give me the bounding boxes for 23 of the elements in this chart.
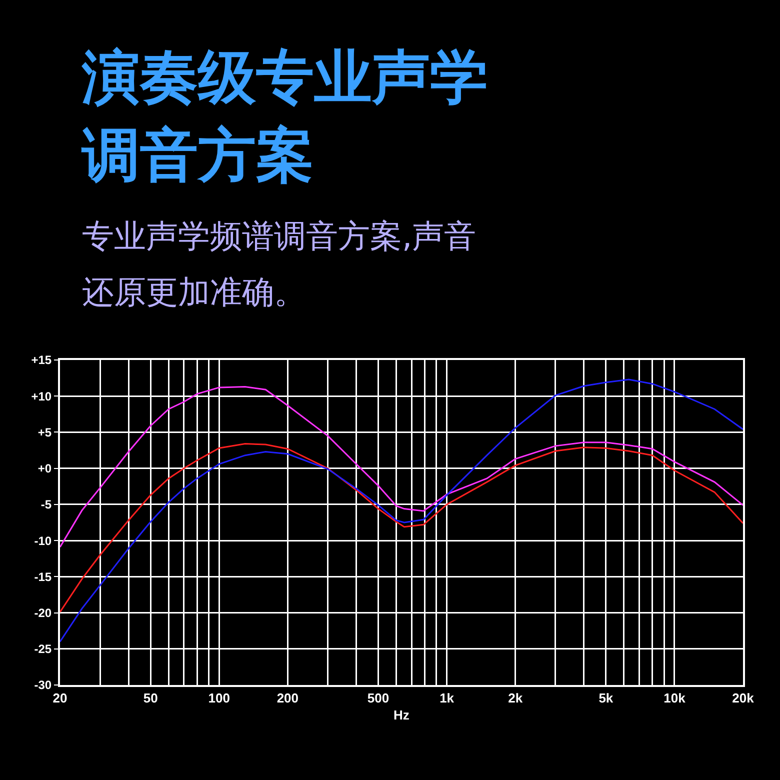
y-tick-label: -15: [34, 570, 52, 584]
y-tick-label: +5: [38, 425, 52, 440]
x-axis-title: Hz: [394, 708, 410, 723]
y-tick-label: -20: [34, 606, 52, 620]
x-tick-label: 100: [208, 690, 230, 706]
x-tick-label: 2k: [508, 690, 524, 706]
x-tick-label: 20k: [732, 690, 755, 706]
y-tick-label: -5: [40, 498, 52, 512]
y-tick-label: +10: [31, 389, 52, 404]
x-tick-label: 1k: [440, 690, 455, 706]
x-tick-label: 5k: [598, 690, 614, 706]
x-tick-label: 200: [276, 690, 299, 706]
chart-subtitle: 专业声学频谱调音方案,声音还原更加准确。: [82, 216, 478, 313]
x-tick-label: 20: [52, 690, 68, 706]
x-tick-label: 50: [143, 690, 158, 706]
y-tick-label: -30: [34, 678, 52, 692]
x-tick-label: 10k: [664, 690, 686, 706]
x-tick-label: 500: [367, 690, 390, 706]
y-tick-label: +0: [38, 462, 52, 476]
y-tick-label: +15: [31, 353, 52, 368]
chart-title: 演奏级专业声学调音方案: [82, 42, 489, 191]
y-tick-label: -25: [34, 642, 52, 656]
y-tick-label: -10: [34, 534, 52, 548]
